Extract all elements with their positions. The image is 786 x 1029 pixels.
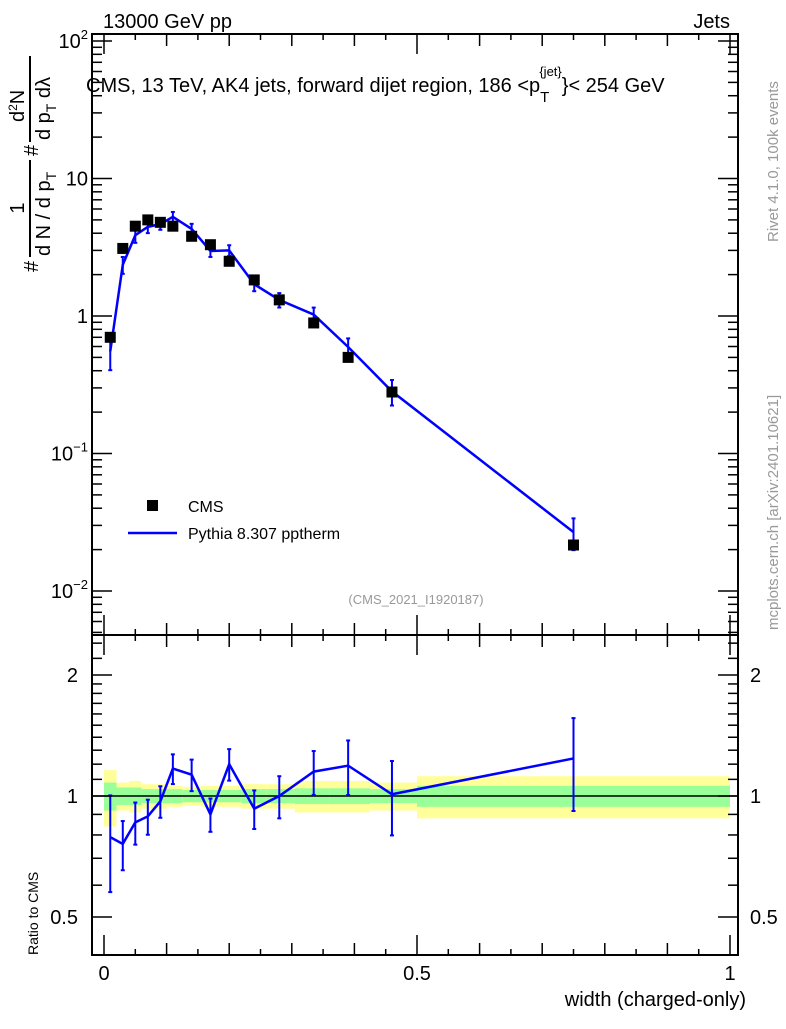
y-label-frac1-num: 1 bbox=[7, 202, 29, 213]
header-right: Jets bbox=[693, 11, 730, 33]
rivet-info: Rivet 4.1.0, 100k events bbox=[765, 81, 782, 242]
legend-label-pythia: Pythia 8.307 pptherm bbox=[188, 526, 340, 543]
y-label-frac1-den: d N / d pT bbox=[33, 171, 59, 256]
ratio-y-tick-label: 0.5 bbox=[50, 907, 78, 929]
chart-marks bbox=[104, 210, 579, 894]
analysis-label: (CMS_2021_I1920187) bbox=[348, 592, 483, 607]
y-tick-label: 1 bbox=[77, 306, 88, 328]
x-tick-label: 0 bbox=[98, 963, 109, 985]
ratio-y-tick-label: 2 bbox=[67, 665, 78, 687]
y-tick-label: 10−1 bbox=[51, 440, 88, 466]
legend-label-cms: CMS bbox=[188, 499, 224, 516]
ratio-y-tick-label-right: 1 bbox=[750, 786, 761, 808]
cms-point bbox=[568, 539, 579, 551]
cms-point bbox=[104, 331, 116, 343]
legend-marker-cms bbox=[147, 500, 158, 511]
mcplots-info: mcplots.cern.ch [arXiv:2401.10621] bbox=[765, 395, 782, 630]
cms-point bbox=[142, 214, 154, 226]
x-tick-label: 1 bbox=[724, 963, 735, 985]
cms-point bbox=[204, 239, 216, 251]
x-tick-label: 0.5 bbox=[403, 963, 431, 985]
axes: 10−2 10−1 1 10 102 0.5 0.5 1 1 2 2 0 0.5 1 bbox=[50, 27, 778, 985]
y-tick-label: 102 bbox=[59, 27, 88, 53]
cms-point bbox=[223, 255, 235, 267]
x-axis-label: width (charged-only) bbox=[564, 989, 746, 1011]
cms-point bbox=[308, 317, 320, 329]
cms-point bbox=[248, 274, 260, 286]
ratio-frame bbox=[91, 634, 739, 956]
y-label-hash-1: # bbox=[21, 260, 43, 272]
cms-point bbox=[117, 242, 129, 254]
cms-point bbox=[154, 216, 166, 228]
ratio-y-tick-label-right: 0.5 bbox=[750, 907, 778, 929]
cms-point bbox=[167, 220, 179, 232]
ratio-y-tick-label-right: 2 bbox=[750, 665, 761, 687]
y-axis-label-ratio: Ratio to CMS bbox=[25, 872, 41, 955]
legend: CMS Pythia 8.307 pptherm bbox=[128, 499, 340, 543]
y-tick-label: 10 bbox=[66, 169, 88, 191]
ratio-bands bbox=[92, 770, 738, 827]
chart-title: CMS, 13 TeV, AK4 jets, forward dijet reg… bbox=[86, 64, 665, 106]
y-axis-label-main: # 1 d N / d pT # d2N d pT dλ bbox=[6, 56, 59, 272]
cms-point bbox=[273, 294, 285, 306]
y-tick-label: 10−2 bbox=[51, 577, 88, 603]
header-left: 13000 GeV pp bbox=[103, 11, 232, 33]
cms-point bbox=[129, 220, 141, 232]
cms-point bbox=[342, 351, 354, 363]
ratio-y-tick-label: 1 bbox=[67, 786, 78, 808]
cms-point bbox=[386, 386, 398, 398]
y-label-hash-2: # bbox=[21, 144, 43, 156]
y-label-frac2-num: d2N bbox=[6, 90, 29, 122]
cms-point bbox=[186, 230, 198, 242]
main-frame bbox=[91, 33, 739, 636]
y-label-frac2-den: d pT dλ bbox=[33, 77, 59, 140]
pythia-line bbox=[109, 215, 575, 534]
